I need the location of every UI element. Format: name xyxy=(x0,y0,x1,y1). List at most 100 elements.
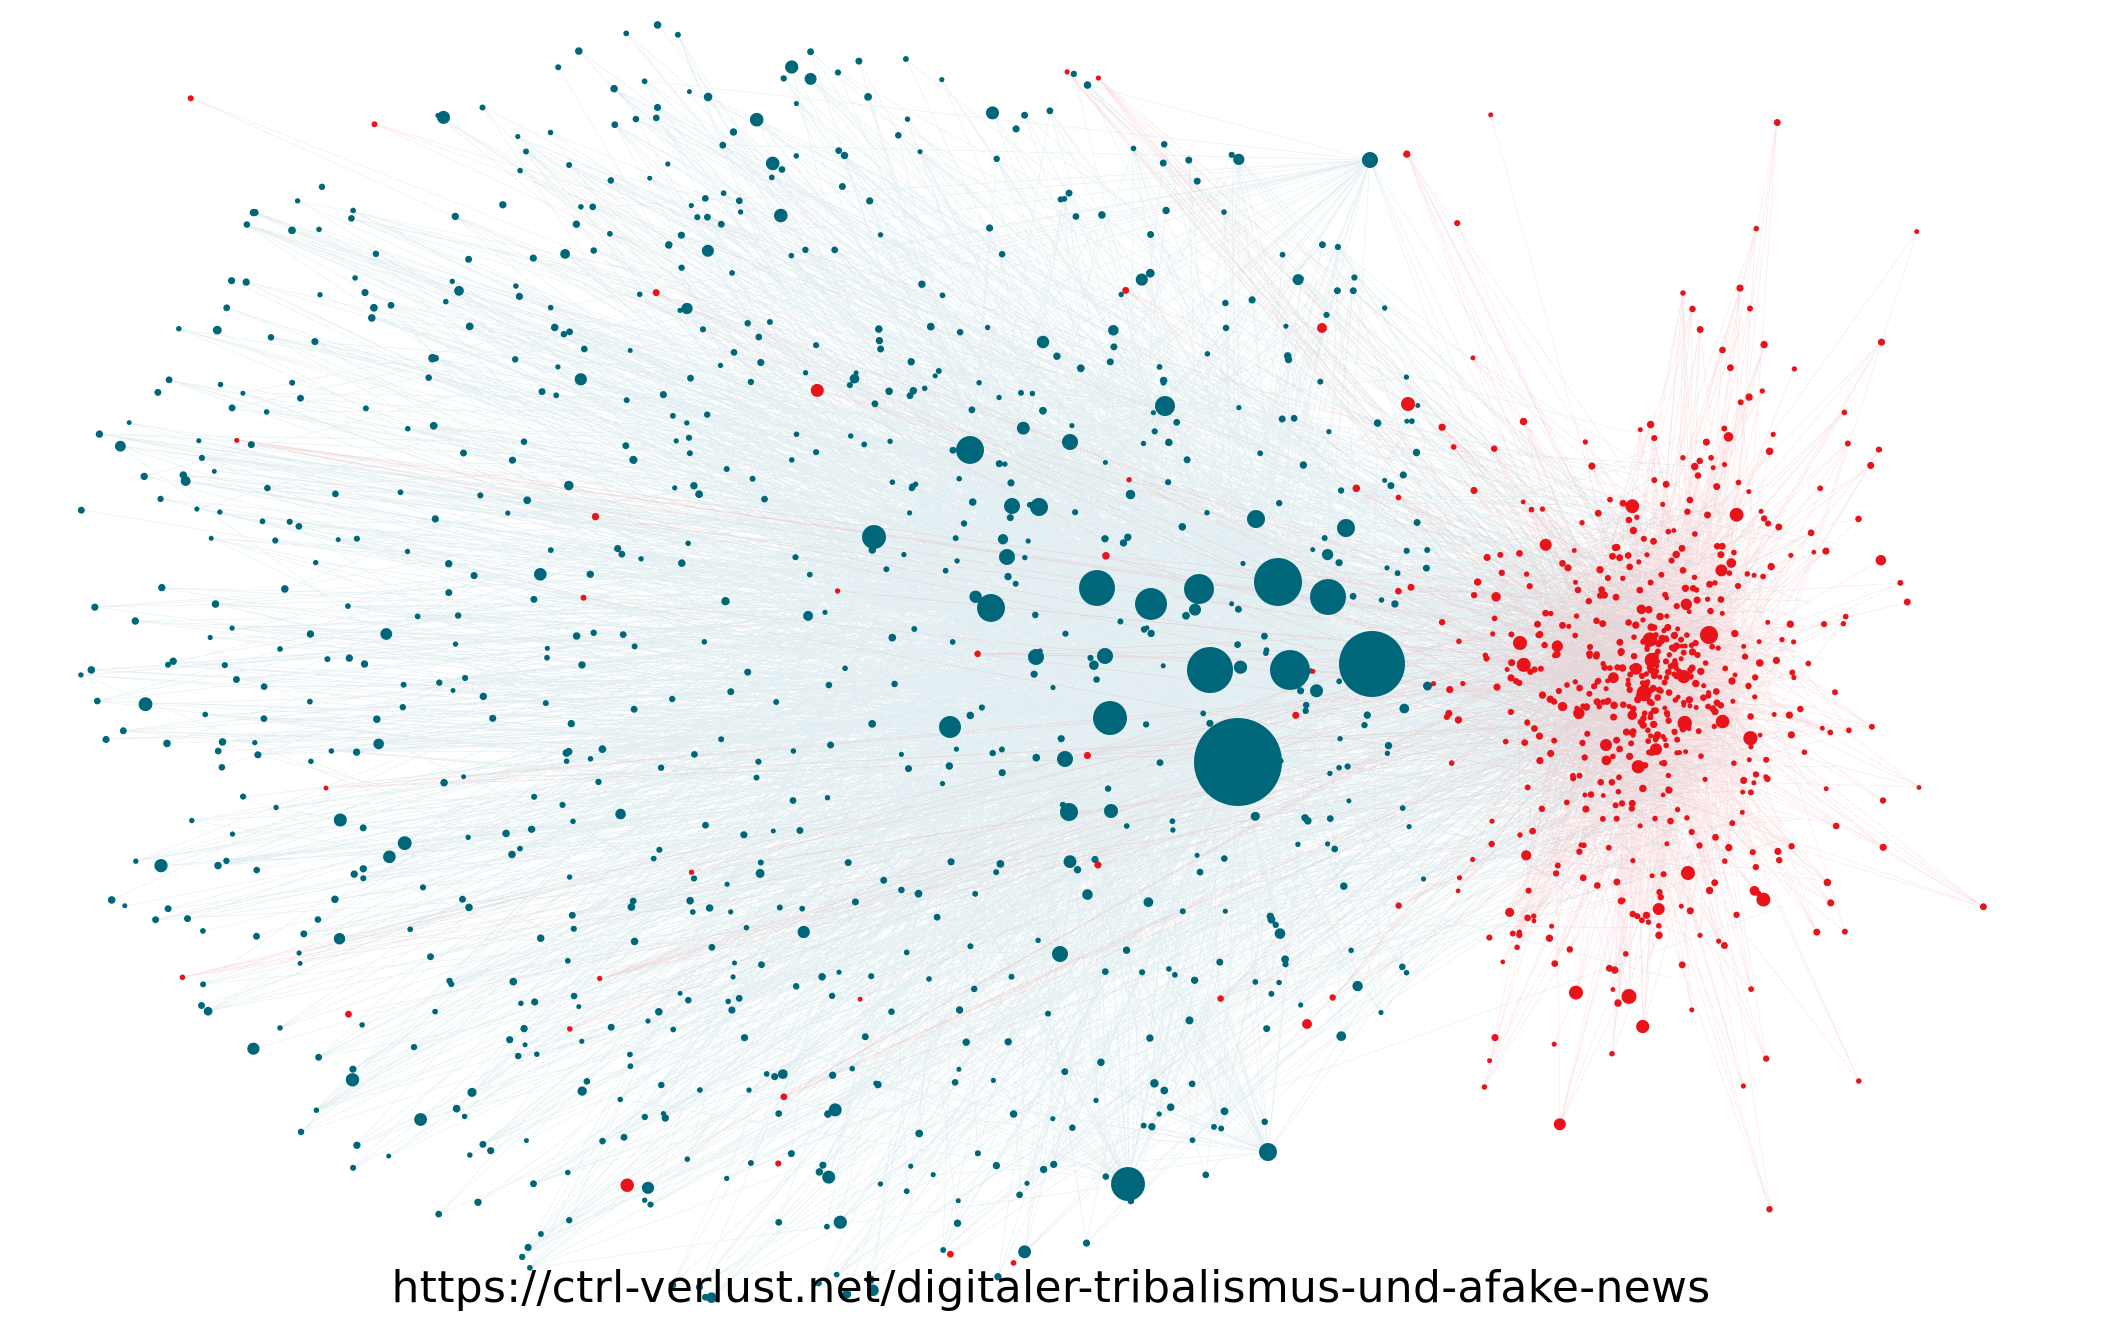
teal-node xyxy=(1004,572,1012,581)
teal-node xyxy=(768,174,775,181)
teal-node xyxy=(1321,535,1328,541)
teal-hub-node xyxy=(939,716,961,738)
teal-node xyxy=(242,278,250,286)
red-node xyxy=(1765,447,1774,456)
red-node xyxy=(1572,679,1579,685)
teal-node xyxy=(949,639,956,645)
red-node xyxy=(1668,644,1676,651)
red-node xyxy=(1734,582,1742,590)
teal-node xyxy=(611,121,619,129)
teal-node xyxy=(652,114,660,122)
teal-node xyxy=(1276,979,1282,986)
teal-node xyxy=(610,84,618,93)
red-node xyxy=(1531,913,1537,919)
red-node xyxy=(1505,907,1515,918)
teal-node xyxy=(743,924,750,931)
teal-node xyxy=(1125,489,1136,500)
teal-node xyxy=(1310,547,1316,553)
red-node xyxy=(1553,1118,1566,1131)
teal-node xyxy=(1160,1086,1169,1095)
red-node xyxy=(688,869,695,875)
teal-node xyxy=(1135,273,1148,286)
red-node xyxy=(1670,631,1679,640)
teal-node xyxy=(1150,1079,1159,1088)
teal-node xyxy=(1302,707,1309,714)
red-node xyxy=(1514,944,1520,951)
teal-node xyxy=(976,380,982,386)
red-node xyxy=(1672,550,1680,559)
red-node xyxy=(1649,873,1655,879)
teal-node xyxy=(512,356,519,363)
red-node xyxy=(1576,848,1583,855)
teal-node xyxy=(538,388,546,396)
teal-node xyxy=(990,1077,997,1083)
teal-node xyxy=(1102,1173,1110,1180)
red-node xyxy=(1678,903,1684,909)
red-node xyxy=(1588,462,1596,470)
teal-node xyxy=(877,1181,884,1187)
red-node xyxy=(1563,799,1570,806)
teal-node xyxy=(1282,961,1289,968)
red-node xyxy=(1102,552,1110,560)
teal-node xyxy=(368,314,376,322)
teal-node xyxy=(951,1079,959,1086)
teal-node xyxy=(1336,764,1342,771)
teal-node xyxy=(761,495,768,503)
red-node xyxy=(1756,892,1771,907)
teal-node xyxy=(119,727,127,735)
red-node xyxy=(1637,823,1643,829)
red-node xyxy=(1490,445,1498,453)
teal-node xyxy=(804,72,817,85)
teal-node xyxy=(1261,1118,1268,1126)
red-node xyxy=(1722,858,1728,864)
red-node xyxy=(1628,805,1636,812)
red-node xyxy=(1758,508,1764,514)
teal-node xyxy=(966,711,975,720)
teal-node xyxy=(599,1137,606,1145)
teal-hub-node xyxy=(1060,803,1078,821)
red-node xyxy=(1460,680,1466,687)
red-node xyxy=(1573,579,1578,585)
red-node xyxy=(1807,529,1815,537)
red-node xyxy=(1712,833,1719,841)
red-node xyxy=(1662,591,1669,598)
teal-node xyxy=(641,1181,655,1194)
red-node xyxy=(1613,815,1620,822)
red-node xyxy=(1504,667,1510,672)
red-node xyxy=(1566,946,1574,953)
red-node xyxy=(1747,713,1754,720)
teal-node xyxy=(954,558,960,564)
teal-node xyxy=(962,1038,970,1046)
red-node xyxy=(1610,701,1618,710)
teal-node xyxy=(547,129,554,136)
teal-node xyxy=(514,1052,522,1060)
red-node xyxy=(1450,444,1457,450)
red-node xyxy=(1615,788,1622,795)
teal-node xyxy=(1159,376,1168,385)
red-node xyxy=(1752,863,1760,871)
teal-node xyxy=(747,378,755,386)
red-node xyxy=(1593,698,1601,706)
red-node xyxy=(1524,914,1531,922)
teal-node xyxy=(702,821,709,829)
red-node xyxy=(1645,738,1652,744)
teal-node xyxy=(678,264,685,271)
red-node xyxy=(1559,621,1566,629)
teal-node xyxy=(1156,364,1163,370)
red-node xyxy=(1665,717,1672,724)
teal-node xyxy=(749,475,756,482)
red-node xyxy=(947,1250,954,1258)
red-node xyxy=(1395,494,1402,501)
teal-node xyxy=(877,345,885,353)
red-node xyxy=(1618,651,1624,657)
teal-node xyxy=(955,1198,961,1204)
teal-node xyxy=(316,226,322,233)
teal-node xyxy=(1340,882,1348,890)
teal-node xyxy=(1317,378,1324,385)
teal-node xyxy=(1333,287,1341,295)
teal-node xyxy=(1404,418,1410,424)
teal-node xyxy=(1221,209,1227,215)
teal-node xyxy=(647,1201,654,1208)
red-node xyxy=(1867,461,1875,470)
red-node xyxy=(1791,674,1797,681)
